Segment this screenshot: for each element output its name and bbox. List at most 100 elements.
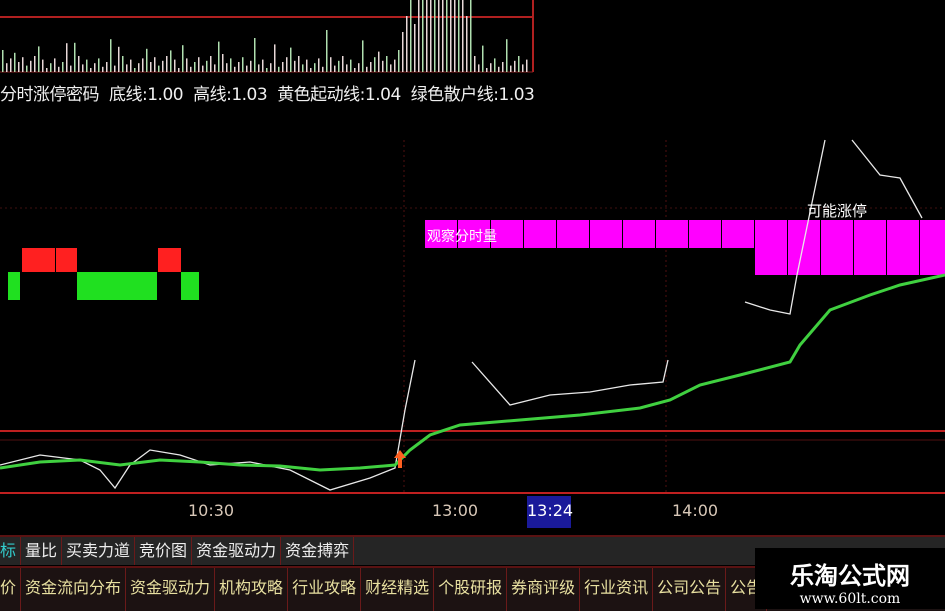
volume-bar — [130, 59, 132, 72]
volume-bar — [422, 0, 424, 72]
tab-company-notice[interactable]: 公司公告 — [653, 568, 727, 611]
volume-bar — [378, 51, 380, 72]
volume-bar — [510, 65, 512, 72]
volume-bars — [2, 0, 528, 72]
volume-bar — [446, 0, 448, 72]
volume-bar — [134, 68, 136, 72]
magenta-bar — [524, 220, 556, 248]
volume-bar — [382, 60, 384, 72]
tab-finance-picks[interactable]: 财经精选 — [361, 568, 435, 611]
volume-bar — [386, 56, 388, 72]
volume-bar — [490, 63, 492, 72]
volume-bar — [338, 60, 340, 72]
indicator-value: 绿色散户线:1.03 — [410, 85, 535, 105]
volume-bar — [22, 57, 24, 72]
tab-indicator[interactable]: 标 — [0, 537, 22, 565]
volume-bar — [286, 57, 288, 72]
volume-bar — [2, 50, 4, 72]
volume-bar — [314, 63, 316, 72]
volume-bar — [122, 56, 124, 72]
volume-bar — [398, 50, 400, 72]
volume-bar — [58, 66, 60, 72]
magenta-bar — [623, 220, 655, 248]
tab-broker-rating[interactable]: 券商评级 — [507, 568, 581, 611]
volume-bar — [74, 42, 76, 72]
time-tick: 14:00 — [672, 501, 719, 520]
volume-bar — [186, 58, 188, 72]
tab-industry-strategy[interactable]: 行业攻略 — [288, 568, 362, 611]
volume-bar — [222, 54, 224, 72]
volume-bar — [450, 0, 452, 72]
indicator-name: 分时涨停密码 — [0, 85, 100, 105]
volume-bar — [366, 66, 368, 72]
volume-bar — [374, 57, 376, 72]
volume-bar — [210, 56, 212, 72]
tab-price[interactable]: 价 — [0, 568, 22, 611]
tab-capital-drive[interactable]: 资金驱动力 — [126, 568, 216, 611]
tab-capital-drive[interactable]: 资金驱动力 — [192, 537, 282, 565]
volume-bar — [126, 64, 128, 72]
average-line — [0, 273, 945, 472]
magenta-bar — [920, 220, 945, 275]
tab-buy-sell-force[interactable]: 买卖力道 — [62, 537, 136, 565]
volume-bar — [90, 68, 92, 72]
tab-auction-chart[interactable]: 竞价图 — [135, 537, 193, 565]
volume-bar — [62, 62, 64, 72]
volume-bar — [394, 59, 396, 72]
magenta-bar — [656, 220, 688, 248]
watermark-title: 乐淘公式网 — [790, 562, 910, 590]
red-green-blocks — [8, 248, 199, 300]
volume-bar — [370, 62, 372, 72]
volume-bar — [306, 59, 308, 72]
volume-bar — [162, 60, 164, 72]
volume-bar — [354, 68, 356, 72]
volume-bar — [274, 44, 276, 72]
magenta-bar — [557, 220, 589, 248]
volume-bar — [66, 43, 68, 72]
price-line — [851, 139, 923, 219]
tab-institution[interactable]: 机构攻略 — [215, 568, 289, 611]
volume-bar — [94, 63, 96, 72]
indicator-value: 高线:1.03 — [193, 85, 268, 105]
volume-bar — [26, 65, 28, 72]
volume-bar — [430, 0, 432, 72]
volume-bar — [518, 56, 520, 72]
volume-bar — [478, 64, 480, 72]
tab-volume-ratio[interactable]: 量比 — [21, 537, 63, 565]
tab-industry-news[interactable]: 行业资讯 — [580, 568, 654, 611]
volume-bar — [118, 46, 120, 72]
volume-bar — [390, 64, 392, 72]
volume-bar — [6, 63, 8, 72]
volume-bar — [182, 45, 184, 72]
volume-bar — [150, 62, 152, 72]
volume-bar — [38, 46, 40, 72]
volume-bar — [326, 30, 328, 72]
volume-bar — [494, 58, 496, 72]
volume-bar — [414, 24, 416, 72]
volume-bar — [470, 0, 472, 72]
volume-bar — [258, 64, 260, 72]
volume-bar — [218, 41, 220, 72]
volume-bar — [202, 65, 204, 72]
volume-bar — [402, 32, 404, 72]
volume-bar — [138, 63, 140, 72]
volume-bar — [10, 58, 12, 72]
intraday-chart[interactable] — [0, 0, 945, 535]
volume-bar — [458, 0, 460, 72]
volume-bar — [322, 66, 324, 72]
volume-bar — [250, 60, 252, 72]
volume-bar — [70, 65, 72, 72]
watermark: 乐淘公式网 www.60lt.com — [755, 548, 945, 609]
volume-bar — [14, 52, 16, 72]
volume-bar — [142, 58, 144, 72]
volume-bar — [114, 65, 116, 72]
time-cursor: 13:24 — [527, 496, 573, 528]
tab-stock-research[interactable]: 个股研报 — [434, 568, 508, 611]
volume-bar — [254, 38, 256, 72]
volume-bar — [434, 0, 436, 72]
tab-capital-flow[interactable]: 资金流向分布 — [21, 568, 127, 611]
volume-bar — [146, 48, 148, 72]
magenta-bar — [491, 220, 523, 248]
tab-capital-game[interactable]: 资金搏弈 — [281, 537, 355, 565]
price-line — [744, 139, 826, 315]
